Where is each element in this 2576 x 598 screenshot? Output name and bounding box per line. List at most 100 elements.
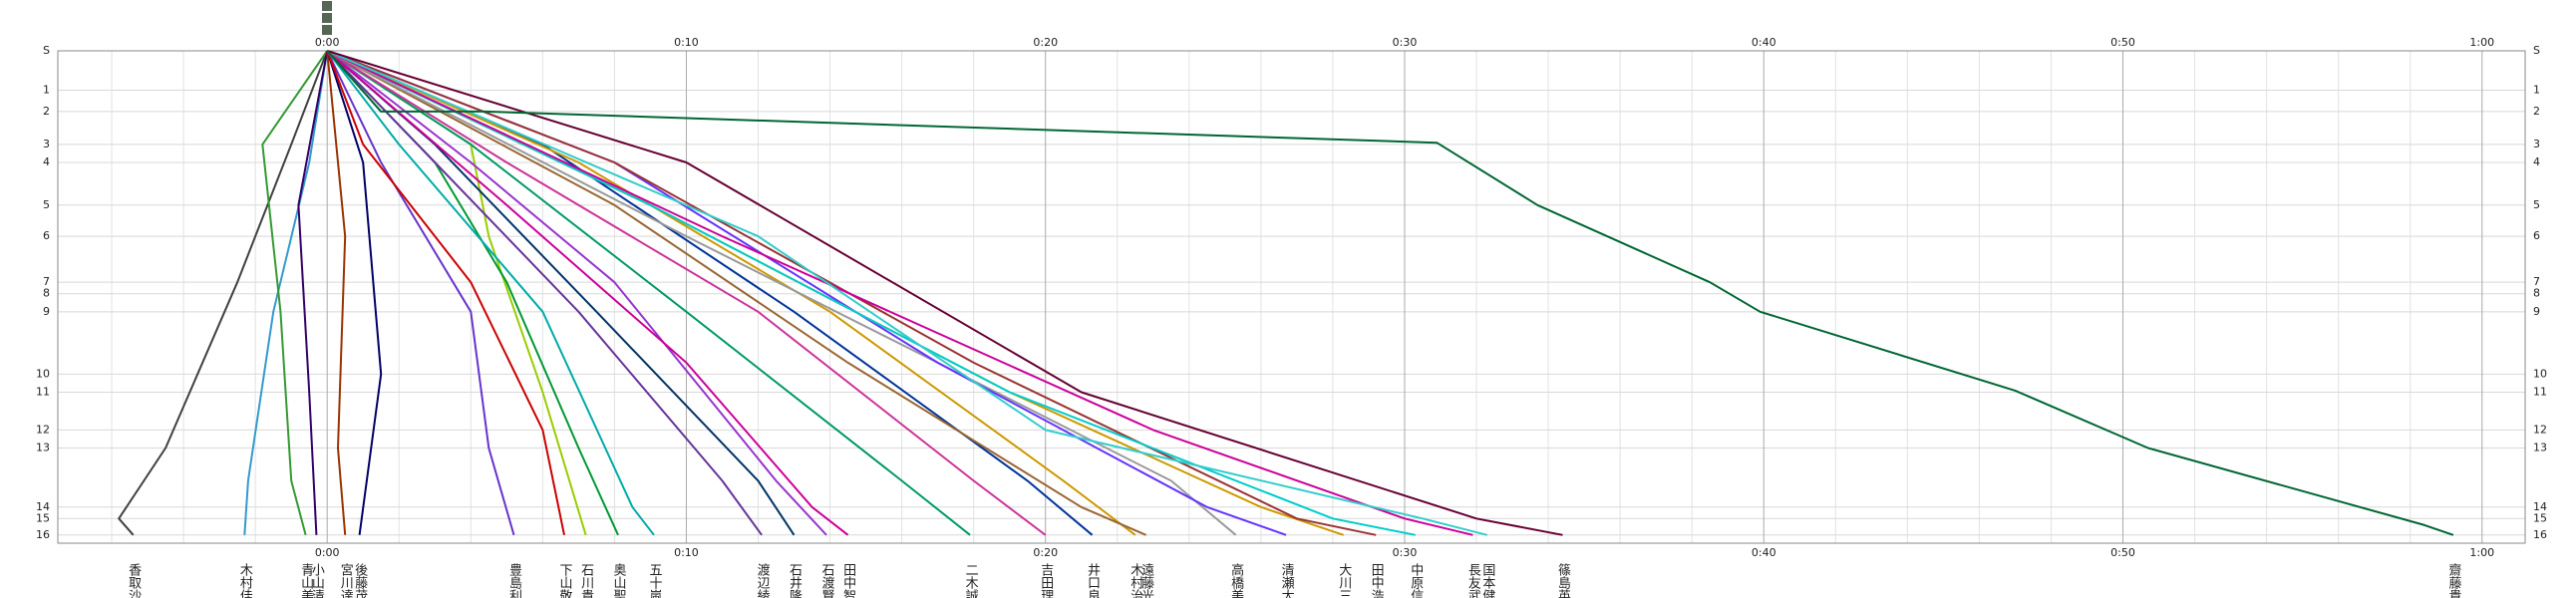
y-tick-label-right: 16 (2533, 528, 2547, 541)
y-tick-label-right: 15 (2533, 511, 2547, 524)
plot-frame (57, 50, 2526, 544)
series-line (326, 50, 383, 535)
y-tick-label: 14 (36, 500, 50, 513)
series-name: 齋藤貴 (2445, 562, 2461, 598)
series-name: 木村治 (1127, 563, 1143, 598)
series-name: 奥山聖 (611, 563, 627, 598)
series-line (326, 50, 763, 536)
series-line (326, 50, 849, 536)
series-name: 石渡賢 (818, 563, 834, 598)
y-tick-label: 16 (36, 528, 50, 541)
series-line (326, 50, 827, 536)
y-tick-label: 11 (36, 386, 50, 399)
y-tick-label: S (43, 44, 50, 57)
series-name: 田中浩 (1369, 563, 1385, 598)
y-tick-label: 8 (43, 287, 50, 300)
series-name: 木村佳 (237, 563, 253, 598)
series-name: 香取沙 (126, 563, 142, 598)
series-name: 豊島利 (506, 563, 522, 598)
y-tick-label-right: 7 (2533, 275, 2540, 288)
x-tick-label: 0:10 (674, 36, 699, 49)
series-name: 五十嵐 (647, 563, 663, 598)
series-line (326, 50, 971, 536)
x-tick-label-bottom: 0:00 (315, 546, 340, 559)
y-tick-label: 6 (43, 229, 50, 242)
series-name: 渡辺綾 (755, 562, 771, 598)
series-line (326, 50, 1377, 536)
series-line (297, 50, 329, 535)
y-tick-label: 4 (43, 155, 50, 168)
y-tick-label-right: 12 (2533, 423, 2547, 436)
series-line (261, 50, 329, 536)
series-line (118, 50, 329, 536)
marker (322, 1, 332, 11)
series-name: 青山美 (298, 563, 314, 598)
y-tick-label: 3 (43, 138, 50, 150)
x-tick-label-bottom: 1:00 (2469, 546, 2494, 559)
series-name: 国本健 (1479, 563, 1495, 598)
x-tick-label: 0:40 (1752, 36, 1776, 49)
series-line (326, 50, 565, 536)
series-name: 遠藤光 (1138, 563, 1154, 598)
y-tick-label: 10 (36, 367, 50, 380)
series-line (326, 50, 1146, 536)
y-tick-label: 9 (43, 305, 50, 318)
series-name: 高橋美 (1228, 562, 1244, 598)
series-line (326, 50, 1416, 536)
series-line (326, 50, 2454, 536)
x-tick-label-bottom: 0:30 (1393, 546, 1418, 559)
marker (322, 25, 332, 35)
series-name: 石井隆 (787, 563, 803, 598)
y-tick-label: 7 (43, 275, 50, 288)
series-name: 吉田理恵 (1038, 563, 1054, 598)
y-tick-label-right: 13 (2533, 441, 2547, 453)
y-tick-label-right: 4 (2533, 155, 2540, 168)
x-tick-label: 0:20 (1033, 36, 1058, 49)
series-name: 後藤茂 (352, 563, 368, 598)
y-tick-label-right: 11 (2533, 386, 2547, 399)
start-markers (322, 1, 332, 35)
y-tick-label-right: 8 (2533, 287, 2540, 300)
y-tick-label: 2 (43, 105, 50, 118)
series-name: 石川貴 (578, 563, 594, 598)
series-name: 中原信 (1408, 563, 1424, 598)
series-line (326, 50, 1136, 536)
y-tick-label: 5 (43, 198, 50, 211)
y-tick-label-right: 6 (2533, 229, 2540, 242)
series-line (326, 50, 1473, 536)
series-name: 小山清 (309, 563, 325, 598)
y-tick-label-right: 14 (2533, 500, 2547, 513)
marker (322, 13, 332, 23)
series-line (326, 50, 1563, 536)
x-tick-label: 0:50 (2110, 36, 2135, 49)
series-name: 長友武 (1465, 563, 1481, 598)
series-line (326, 50, 1488, 536)
series-name: 篠島英 (1555, 563, 1571, 598)
series-name: 清瀬太 (1279, 563, 1295, 598)
x-tick-label: 0:30 (1393, 36, 1418, 49)
y-tick-label-right: 9 (2533, 305, 2540, 318)
series-line (326, 50, 515, 536)
x-tick-label: 0:00 (315, 36, 340, 49)
x-tick-label-bottom: 0:40 (1752, 546, 1776, 559)
series-name: 二木誠 (963, 563, 979, 598)
series-name: 井口良 (1085, 563, 1101, 598)
series-line (243, 50, 329, 535)
y-tick-label-right: 2 (2533, 105, 2540, 118)
series-name: 宮川達 (338, 562, 354, 598)
y-tick-label-right: 1 (2533, 84, 2540, 97)
x-tick-label-bottom: 0:20 (1033, 546, 1058, 559)
y-tick-label-right: 3 (2533, 138, 2540, 150)
y-tick-label: 15 (36, 511, 50, 524)
series-line (326, 50, 347, 535)
x-tick-label-bottom: 0:50 (2110, 546, 2135, 559)
series-name: 大川三 (1336, 563, 1352, 598)
y-tick-label-right: 5 (2533, 198, 2540, 211)
series-name: 田中智 (840, 563, 856, 598)
y-tick-label-right: S (2533, 44, 2540, 57)
y-tick-label: 12 (36, 423, 50, 436)
series-line (326, 50, 655, 536)
y-tick-label: 1 (43, 84, 50, 97)
series-line (326, 50, 1047, 536)
